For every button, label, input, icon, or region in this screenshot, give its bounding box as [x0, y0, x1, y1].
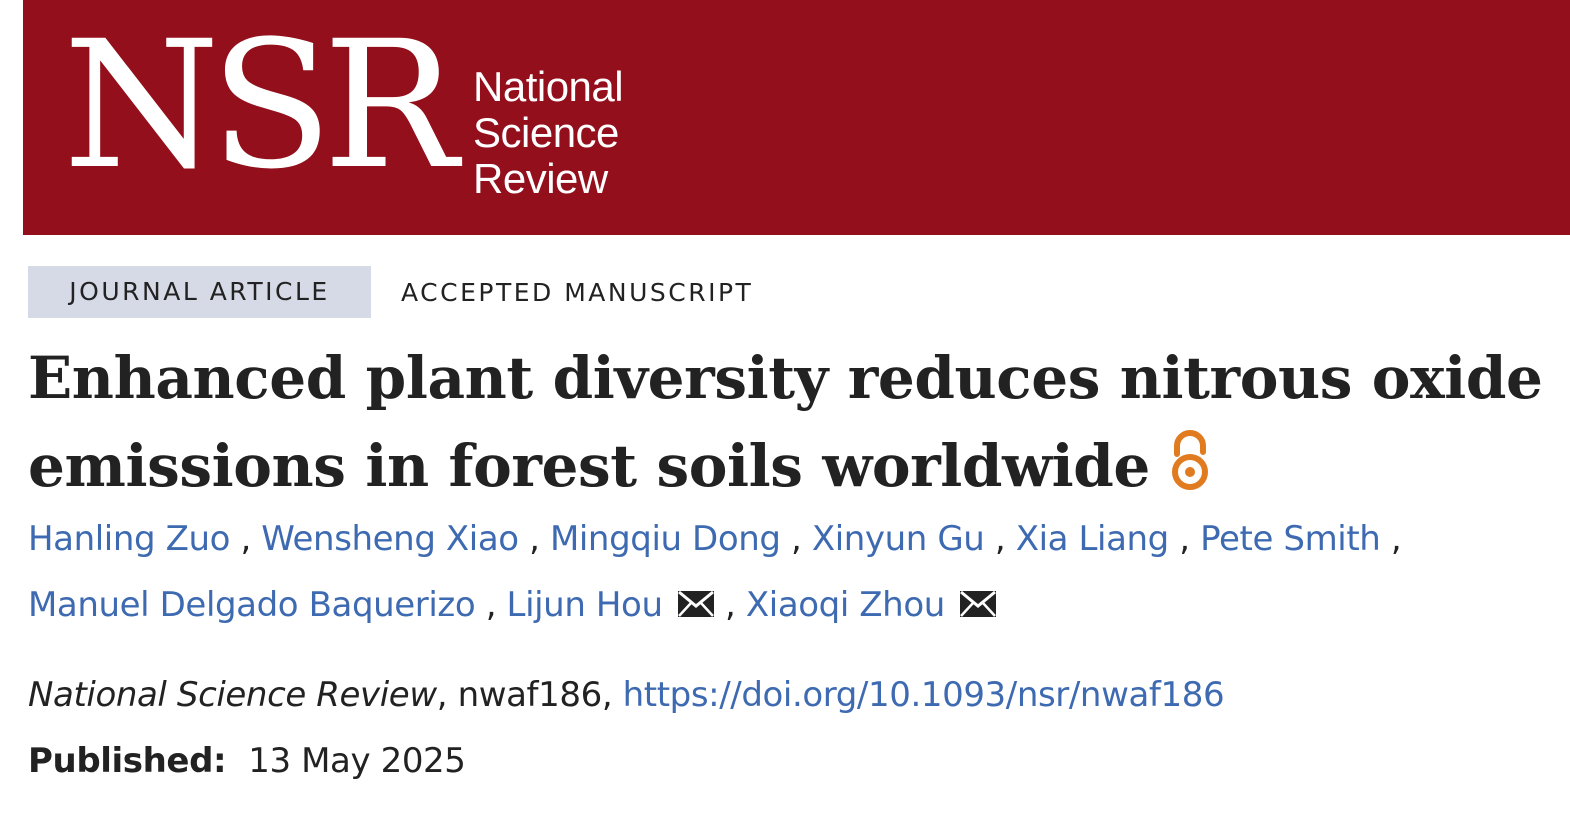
author-link-wensheng-xiao[interactable]: Wensheng Xiao [261, 519, 519, 559]
nsr-logo-mark[interactable]: NSR [63, 3, 458, 208]
article-title-text: Enhanced plant diversity reduces nitrous… [28, 344, 1543, 500]
logo-word-national: National [473, 63, 624, 110]
author-link-xiaoqi-zhou[interactable]: Xiaoqi Zhou [745, 585, 945, 625]
journal-name: National Science Review [28, 675, 437, 715]
envelope-icon[interactable] [677, 574, 715, 640]
author-separator: , [791, 519, 802, 559]
author-link-lijun-hou[interactable]: Lijun Hou [506, 585, 663, 625]
published-line: Published: 13 May 2025 [28, 734, 466, 788]
open-access-icon [1168, 428, 1212, 516]
published-date: 13 May 2025 [248, 741, 466, 781]
author-link-hanling-zuo[interactable]: Hanling Zuo [28, 519, 231, 559]
author-separator: , [1179, 519, 1190, 559]
author-separator: , [994, 519, 1006, 559]
published-label: Published: [28, 741, 227, 781]
journal-banner: NSR National Science Review [23, 0, 1570, 235]
article-tags: JOURNAL ARTICLE ACCEPTED MANUSCRIPT [28, 266, 753, 318]
article-title: Enhanced plant diversity reduces nitrous… [28, 334, 1558, 516]
doi-link[interactable]: https://doi.org/10.1093/nsr/nwaf186 [622, 675, 1225, 715]
author-link-xia-liang[interactable]: Xia Liang [1015, 519, 1170, 559]
journal-logo-text[interactable]: National Science Review [473, 63, 624, 202]
citation-line: National Science Review, nwaf186, https:… [28, 675, 1225, 715]
author-separator: , [240, 519, 251, 559]
author-link-mingqiu-dong[interactable]: Mingqiu Dong [549, 519, 781, 559]
logo-word-review: Review [473, 155, 608, 202]
author-separator: , [529, 519, 540, 559]
author-link-manuel-delgado-baquerizo[interactable]: Manuel Delgado Baquerizo [28, 585, 476, 625]
envelope-icon[interactable] [959, 574, 997, 640]
author-separator: , [1390, 519, 1402, 559]
author-separator: , [485, 585, 497, 625]
author-list: Hanling Zuo , Wensheng Xiao , Mingqiu Do… [28, 506, 1548, 640]
article-status-label: ACCEPTED MANUSCRIPT [401, 277, 754, 307]
author-separator: , [725, 585, 736, 625]
author-line-2: Manuel Delgado Baquerizo , Lijun Hou , X… [28, 572, 1548, 640]
logo-word-science: Science [473, 109, 619, 156]
author-link-pete-smith[interactable]: Pete Smith [1200, 519, 1381, 559]
author-line-1: Hanling Zuo , Wensheng Xiao , Mingqiu Do… [28, 506, 1548, 572]
article-id: nwaf186 [457, 675, 603, 715]
article-type-badge: JOURNAL ARTICLE [28, 266, 371, 318]
author-link-xinyun-gu[interactable]: Xinyun Gu [811, 519, 985, 559]
